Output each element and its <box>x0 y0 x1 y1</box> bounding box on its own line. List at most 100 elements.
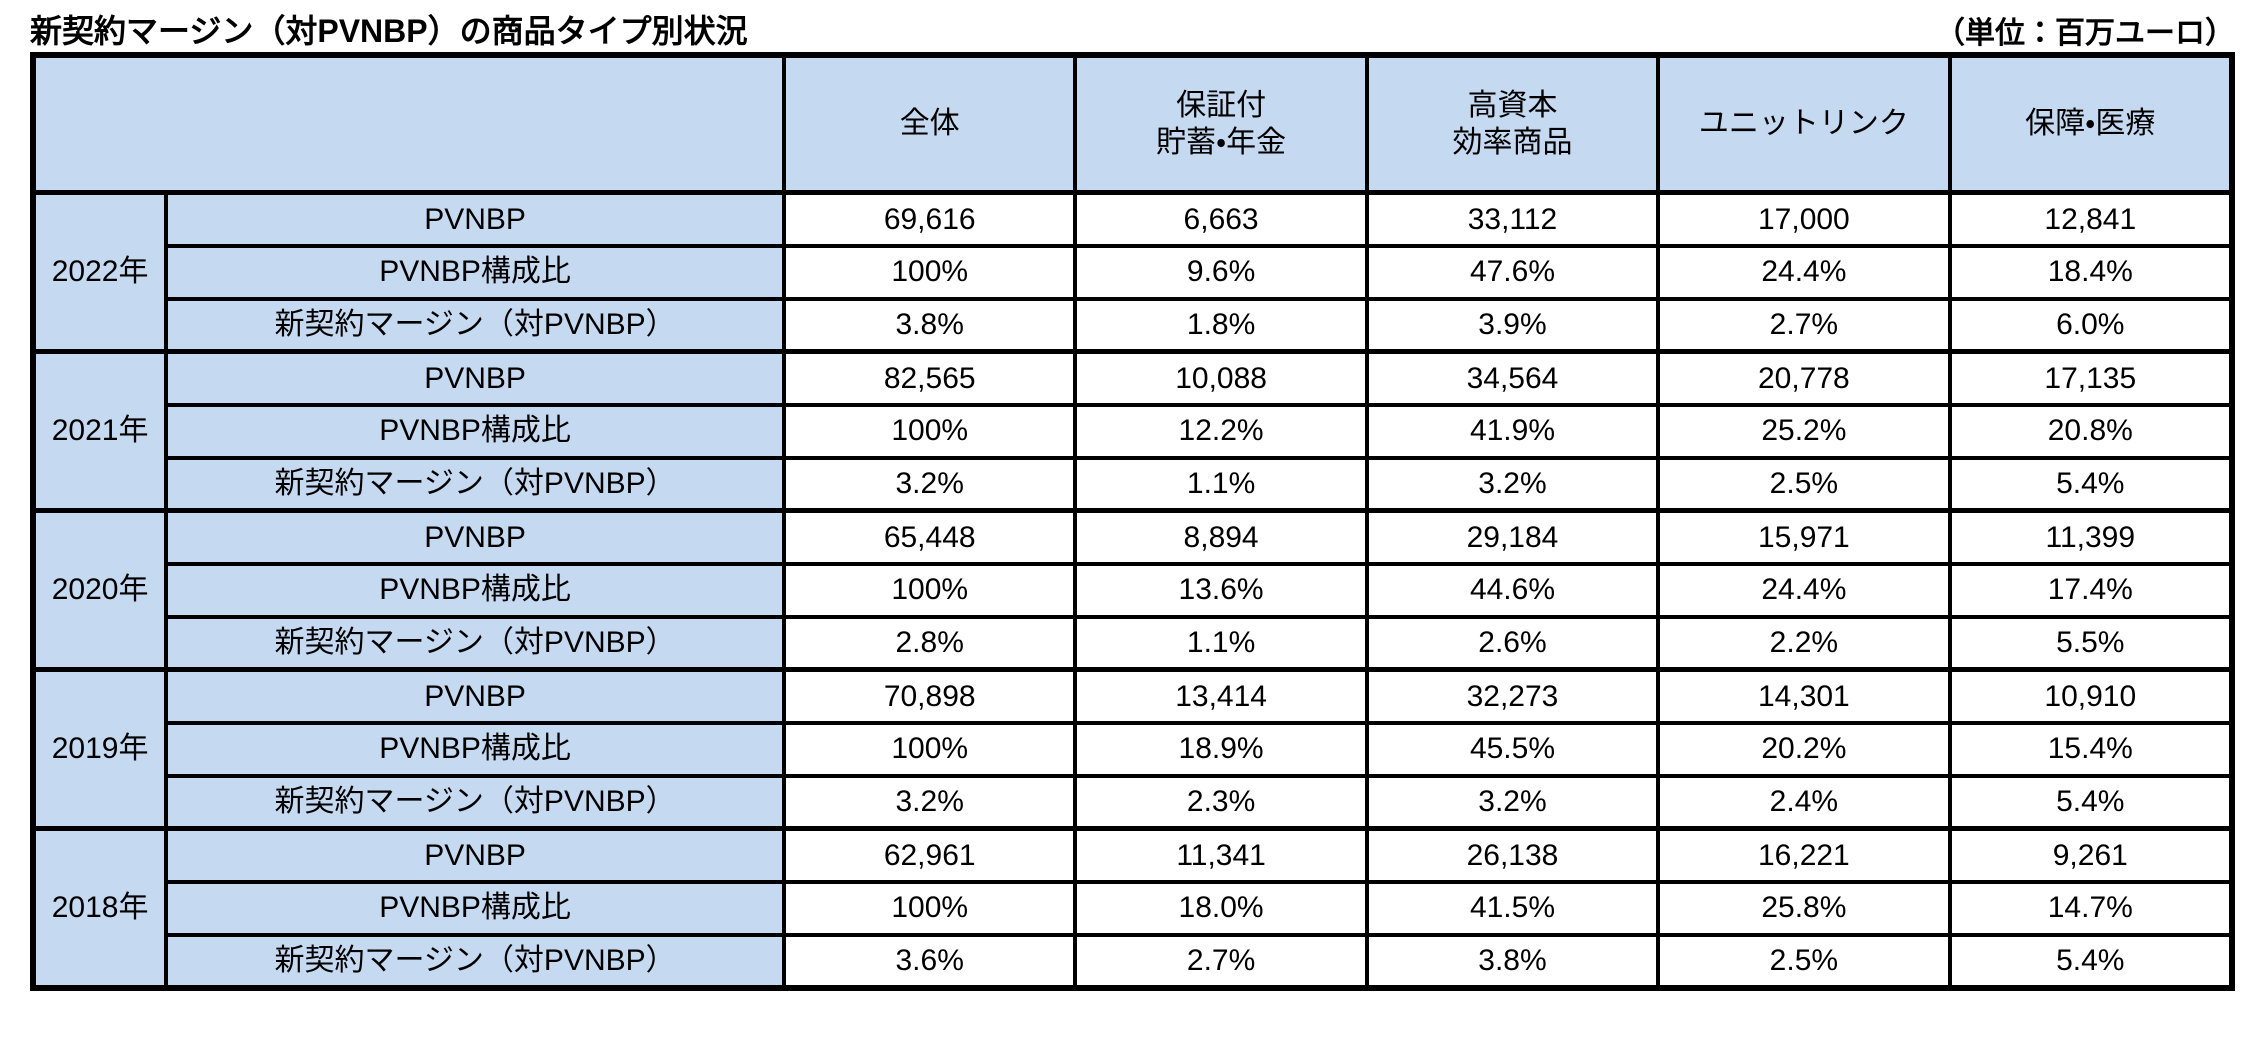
data-cell: 11,341 <box>1073 826 1369 884</box>
table-row: PVNBP構成比 100% 18.9% 45.5% 20.2% 15.4% <box>33 720 2235 778</box>
data-cell: 5.4% <box>1947 455 2235 513</box>
data-cell: 33,112 <box>1364 190 1661 248</box>
data-cell: 13,414 <box>1073 667 1369 725</box>
column-header-unit-linked: ユニットリンク <box>1656 53 1952 195</box>
table-row: PVNBP構成比 100% 12.2% 41.9% 25.2% 20.8% <box>33 402 2235 460</box>
column-header-guaranteed-savings-annuity: 保証付 貯蓄・年金 <box>1073 53 1369 195</box>
row-label-pvnbp: PVNBP <box>164 826 786 884</box>
table-row: 新契約マージン（対PVNBP） 3.2% 1.1% 3.2% 2.5% 5.4% <box>33 455 2235 513</box>
data-cell: 20.2% <box>1656 720 1952 778</box>
data-cell: 100% <box>781 879 1078 937</box>
data-cell: 3.8% <box>1364 932 1661 990</box>
data-cell: 3.9% <box>1364 296 1661 354</box>
page-title: 新契約マージン（対PVNBP）の商品タイプ別状況 <box>30 13 748 49</box>
row-label-pvnbp-composition: PVNBP構成比 <box>164 720 786 778</box>
data-cell: 24.4% <box>1656 243 1952 301</box>
data-cell: 29,184 <box>1364 508 1661 566</box>
row-label-pvnbp: PVNBP <box>164 190 786 248</box>
data-cell: 2.3% <box>1073 773 1369 831</box>
data-cell: 1.1% <box>1073 614 1369 672</box>
data-cell: 2.2% <box>1656 614 1952 672</box>
data-cell: 10,910 <box>1947 667 2235 725</box>
data-cell: 32,273 <box>1364 667 1661 725</box>
header-row: 全体 保証付 貯蓄・年金 高資本 効率商品 ユニットリンク 保障・医療 <box>31 53 2235 195</box>
data-cell: 3.2% <box>1364 455 1661 513</box>
row-label-new-business-margin: 新契約マージン（対PVNBP） <box>164 455 786 513</box>
data-cell: 8,894 <box>1073 508 1369 566</box>
data-cell: 15.4% <box>1947 720 2235 778</box>
column-header-total: 全体 <box>781 53 1078 195</box>
data-cell: 100% <box>781 243 1078 301</box>
column-header-protection-medical: 保障・医療 <box>1947 53 2235 195</box>
data-cell: 14,301 <box>1656 667 1952 725</box>
data-cell: 3.2% <box>781 773 1078 831</box>
data-cell: 2.7% <box>1656 296 1952 354</box>
data-cell: 5.4% <box>1947 932 2235 990</box>
data-cell: 17,135 <box>1947 349 2235 407</box>
year-cell-2019: 2019年 <box>30 667 169 831</box>
table-row: 新契約マージン（対PVNBP） 3.8% 1.8% 3.9% 2.7% 6.0% <box>33 296 2235 354</box>
new-business-margin-table: 全体 保証付 貯蓄・年金 高資本 効率商品 ユニットリンク 保障・医療 2022… <box>30 52 2235 991</box>
row-label-new-business-margin: 新契約マージン（対PVNBP） <box>164 773 786 831</box>
row-label-pvnbp-composition: PVNBP構成比 <box>164 402 786 460</box>
data-cell: 100% <box>781 402 1078 460</box>
table-row: 2022年 PVNBP 69,616 6,663 33,112 17,000 1… <box>30 190 2235 354</box>
row-label-pvnbp: PVNBP <box>164 508 786 566</box>
data-cell: 47.6% <box>1364 243 1661 301</box>
data-cell: 17,000 <box>1656 190 1952 248</box>
row-label-pvnbp: PVNBP <box>164 667 786 725</box>
data-cell: 41.5% <box>1364 879 1661 937</box>
data-cell: 65,448 <box>781 508 1078 566</box>
data-cell: 100% <box>781 720 1078 778</box>
unit-label: （単位：百万ユーロ） <box>1935 17 2235 50</box>
data-cell: 3.8% <box>781 296 1078 354</box>
table-row: 2021年 PVNBP 82,565 10,088 34,564 20,778 … <box>30 349 2235 513</box>
data-cell: 18.4% <box>1947 243 2235 301</box>
data-cell: 12,841 <box>1947 190 2235 248</box>
data-cell: 3.6% <box>781 932 1078 990</box>
table-row: 新契約マージン（対PVNBP） 3.6% 2.7% 3.8% 2.5% 5.4% <box>33 932 2235 990</box>
row-label-new-business-margin: 新契約マージン（対PVNBP） <box>164 932 786 990</box>
data-cell: 70,898 <box>781 667 1078 725</box>
title-row: 新契約マージン（対PVNBP）の商品タイプ別状況 （単位：百万ユーロ） <box>30 6 2235 52</box>
data-cell: 2.7% <box>1073 932 1369 990</box>
year-cell-2020: 2020年 <box>30 508 169 672</box>
table-row: PVNBP構成比 100% 9.6% 47.6% 24.4% 18.4% <box>33 243 2235 301</box>
data-cell: 44.6% <box>1364 561 1661 619</box>
data-cell: 20.8% <box>1947 402 2235 460</box>
table-row: PVNBP構成比 100% 13.6% 44.6% 24.4% 17.4% <box>33 561 2235 619</box>
data-cell: 2.6% <box>1364 614 1661 672</box>
data-cell: 10,088 <box>1073 349 1369 407</box>
row-label-new-business-margin: 新契約マージン（対PVNBP） <box>164 614 786 672</box>
data-cell: 11,399 <box>1947 508 2235 566</box>
data-cell: 13.6% <box>1073 561 1369 619</box>
data-cell: 17.4% <box>1947 561 2235 619</box>
data-cell: 6,663 <box>1073 190 1369 248</box>
data-cell: 5.5% <box>1947 614 2235 672</box>
data-cell: 34,564 <box>1364 349 1661 407</box>
corner-cell <box>31 53 786 195</box>
data-cell: 2.5% <box>1656 455 1952 513</box>
data-cell: 82,565 <box>781 349 1078 407</box>
data-cell: 100% <box>781 561 1078 619</box>
data-cell: 12.2% <box>1073 402 1369 460</box>
data-cell: 5.4% <box>1947 773 2235 831</box>
data-cell: 25.8% <box>1656 879 1952 937</box>
table-row: 2020年 PVNBP 65,448 8,894 29,184 15,971 1… <box>30 508 2235 672</box>
data-cell: 9.6% <box>1073 243 1369 301</box>
row-label-pvnbp-composition: PVNBP構成比 <box>164 243 786 301</box>
data-cell: 25.2% <box>1656 402 1952 460</box>
year-cell-2018: 2018年 <box>30 826 169 990</box>
row-label-pvnbp-composition: PVNBP構成比 <box>164 561 786 619</box>
table-row: 2019年 PVNBP 70,898 13,414 32,273 14,301 … <box>30 667 2235 831</box>
row-label-new-business-margin: 新契約マージン（対PVNBP） <box>164 296 786 354</box>
data-cell: 2.8% <box>781 614 1078 672</box>
data-cell: 26,138 <box>1364 826 1661 884</box>
data-cell: 18.9% <box>1073 720 1369 778</box>
data-cell: 20,778 <box>1656 349 1952 407</box>
data-cell: 62,961 <box>781 826 1078 884</box>
table-row: 新契約マージン（対PVNBP） 2.8% 1.1% 2.6% 2.2% 5.5% <box>33 614 2235 672</box>
data-cell: 6.0% <box>1947 296 2235 354</box>
row-label-pvnbp: PVNBP <box>164 349 786 407</box>
